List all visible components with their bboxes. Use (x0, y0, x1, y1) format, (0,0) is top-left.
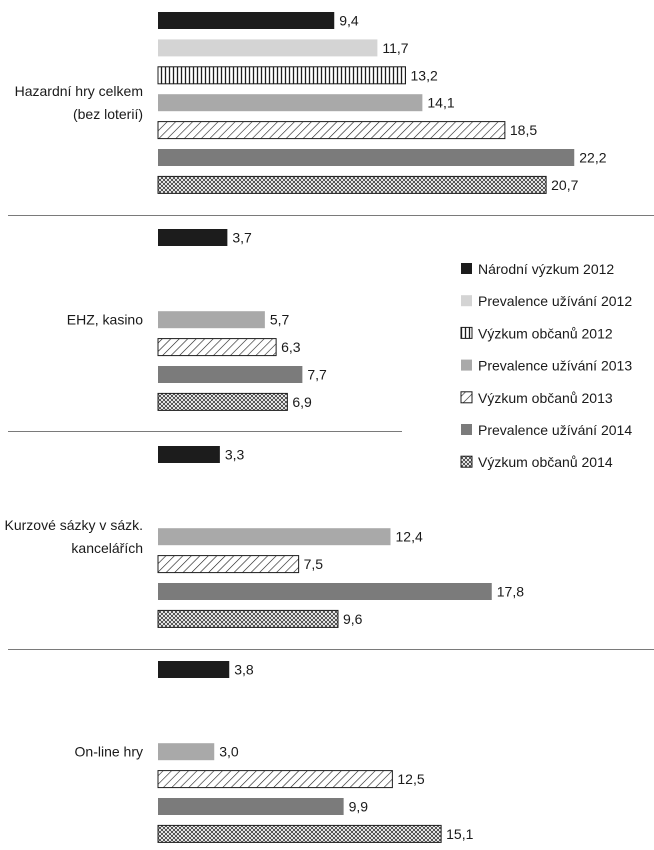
legend-swatch (460, 455, 473, 468)
value-label: 3,0 (219, 744, 239, 760)
value-label: 6,9 (292, 394, 312, 410)
legend-swatch (461, 295, 472, 307)
legend-label: Výzkum občanů 2014 (478, 454, 613, 470)
legend-item: Prevalence užívání 2012 (461, 293, 632, 309)
legend-label: Výzkum občanů 2012 (478, 325, 613, 341)
legend-swatch (461, 359, 472, 371)
bar-hazardni-hry-celkem-prevalence-uzivani-2013 (158, 94, 423, 112)
value-label: 12,4 (396, 529, 423, 545)
legend-swatch (460, 326, 473, 339)
value-label: 6,3 (281, 339, 301, 355)
legend-item: Národní výzkum 2012 (461, 261, 614, 277)
bar-kurzove-sazky-v-sazk-vyzkum-obcanu-2013 (157, 555, 300, 574)
bar-hazardni-hry-celkem-vyzkum-obcanu-2012 (157, 66, 406, 85)
value-label: 9,6 (343, 611, 363, 627)
value-label: 20,7 (551, 177, 578, 193)
value-label: 9,9 (349, 799, 369, 815)
bar-hazardni-hry-celkem-prevalence-uzivani-2014 (158, 149, 575, 166)
value-label: 17,8 (497, 584, 524, 600)
value-label: 18,5 (510, 122, 537, 138)
legend-label: Prevalence užívání 2014 (478, 422, 632, 438)
bar-on-line-hry-prevalence-uzivani-2013 (158, 743, 215, 761)
bar-ehz-kasino-vyzkum-obcanu-2014 (157, 392, 288, 411)
bar-hazardni-hry-celkem-prevalence-uzivani-2012 (158, 39, 378, 57)
bar-ehz-kasino-prevalence-uzivani-2014 (158, 366, 303, 383)
legend-item: Prevalence užívání 2014 (461, 422, 632, 438)
value-label: 22,2 (579, 150, 606, 166)
legend-swatch (461, 263, 472, 274)
bar-ehz-kasino-vyzkum-obcanu-2013 (157, 338, 277, 357)
legend-swatch (461, 424, 472, 435)
value-label: 7,5 (304, 556, 324, 572)
legend-label: Prevalence užívání 2013 (478, 358, 632, 374)
value-label: 5,7 (270, 312, 290, 328)
value-label: 3,7 (232, 230, 252, 246)
value-label: 11,7 (382, 40, 408, 56)
legend-label: Prevalence užívání 2012 (478, 293, 632, 309)
bar-on-line-hry-prevalence-uzivani-2014 (158, 798, 344, 815)
category-label: kancelářích (71, 540, 143, 556)
bar-hazardni-hry-celkem-narodni-vyzkum-2012 (158, 12, 335, 29)
value-label: 3,8 (234, 662, 254, 678)
value-label: 15,1 (446, 826, 473, 842)
bar-on-line-hry-vyzkum-obcanu-2014 (157, 824, 442, 843)
value-label: 12,5 (397, 771, 424, 787)
category-label: Hazardní hry celkem (15, 83, 143, 99)
legend-item: Výzkum občanů 2013 (460, 390, 613, 406)
bar-kurzove-sazky-v-sazk-vyzkum-obcanu-2014 (157, 609, 339, 628)
value-label: 14,1 (427, 95, 454, 111)
legend-swatch (460, 391, 473, 404)
category-label: Kurzové sázky v sázk. (5, 517, 144, 533)
bar-kurzove-sazky-v-sazk-prevalence-uzivani-2014 (158, 583, 492, 600)
value-label: 7,7 (307, 367, 327, 383)
category-label: EHZ, kasino (67, 312, 143, 328)
value-label: 9,4 (339, 13, 359, 29)
legend-label: Národní výzkum 2012 (478, 261, 614, 277)
category-label: On-line hry (75, 744, 143, 760)
value-label: 3,3 (225, 447, 245, 463)
bar-kurzove-sazky-v-sazk-narodni-vyzkum-2012 (158, 446, 220, 463)
legend-item: Prevalence užívání 2013 (461, 358, 632, 374)
bar-ehz-kasino-prevalence-uzivani-2013 (158, 311, 265, 329)
legend-label: Výzkum občanů 2013 (478, 390, 613, 406)
bar-on-line-hry-narodni-vyzkum-2012 (158, 661, 230, 678)
bar-ehz-kasino-narodni-vyzkum-2012 (158, 229, 228, 246)
category-label: (bez loterií) (73, 106, 143, 122)
bar-hazardni-hry-celkem-vyzkum-obcanu-2013 (157, 121, 506, 140)
bar-on-line-hry-vyzkum-obcanu-2013 (157, 770, 393, 789)
legend-item: Výzkum občanů 2014 (460, 454, 613, 470)
bar-hazardni-hry-celkem-vyzkum-obcanu-2014 (157, 175, 547, 194)
value-label: 13,2 (411, 67, 438, 83)
bar-kurzove-sazky-v-sazk-prevalence-uzivani-2013 (158, 528, 391, 546)
legend-item: Výzkum občanů 2012 (460, 325, 613, 341)
